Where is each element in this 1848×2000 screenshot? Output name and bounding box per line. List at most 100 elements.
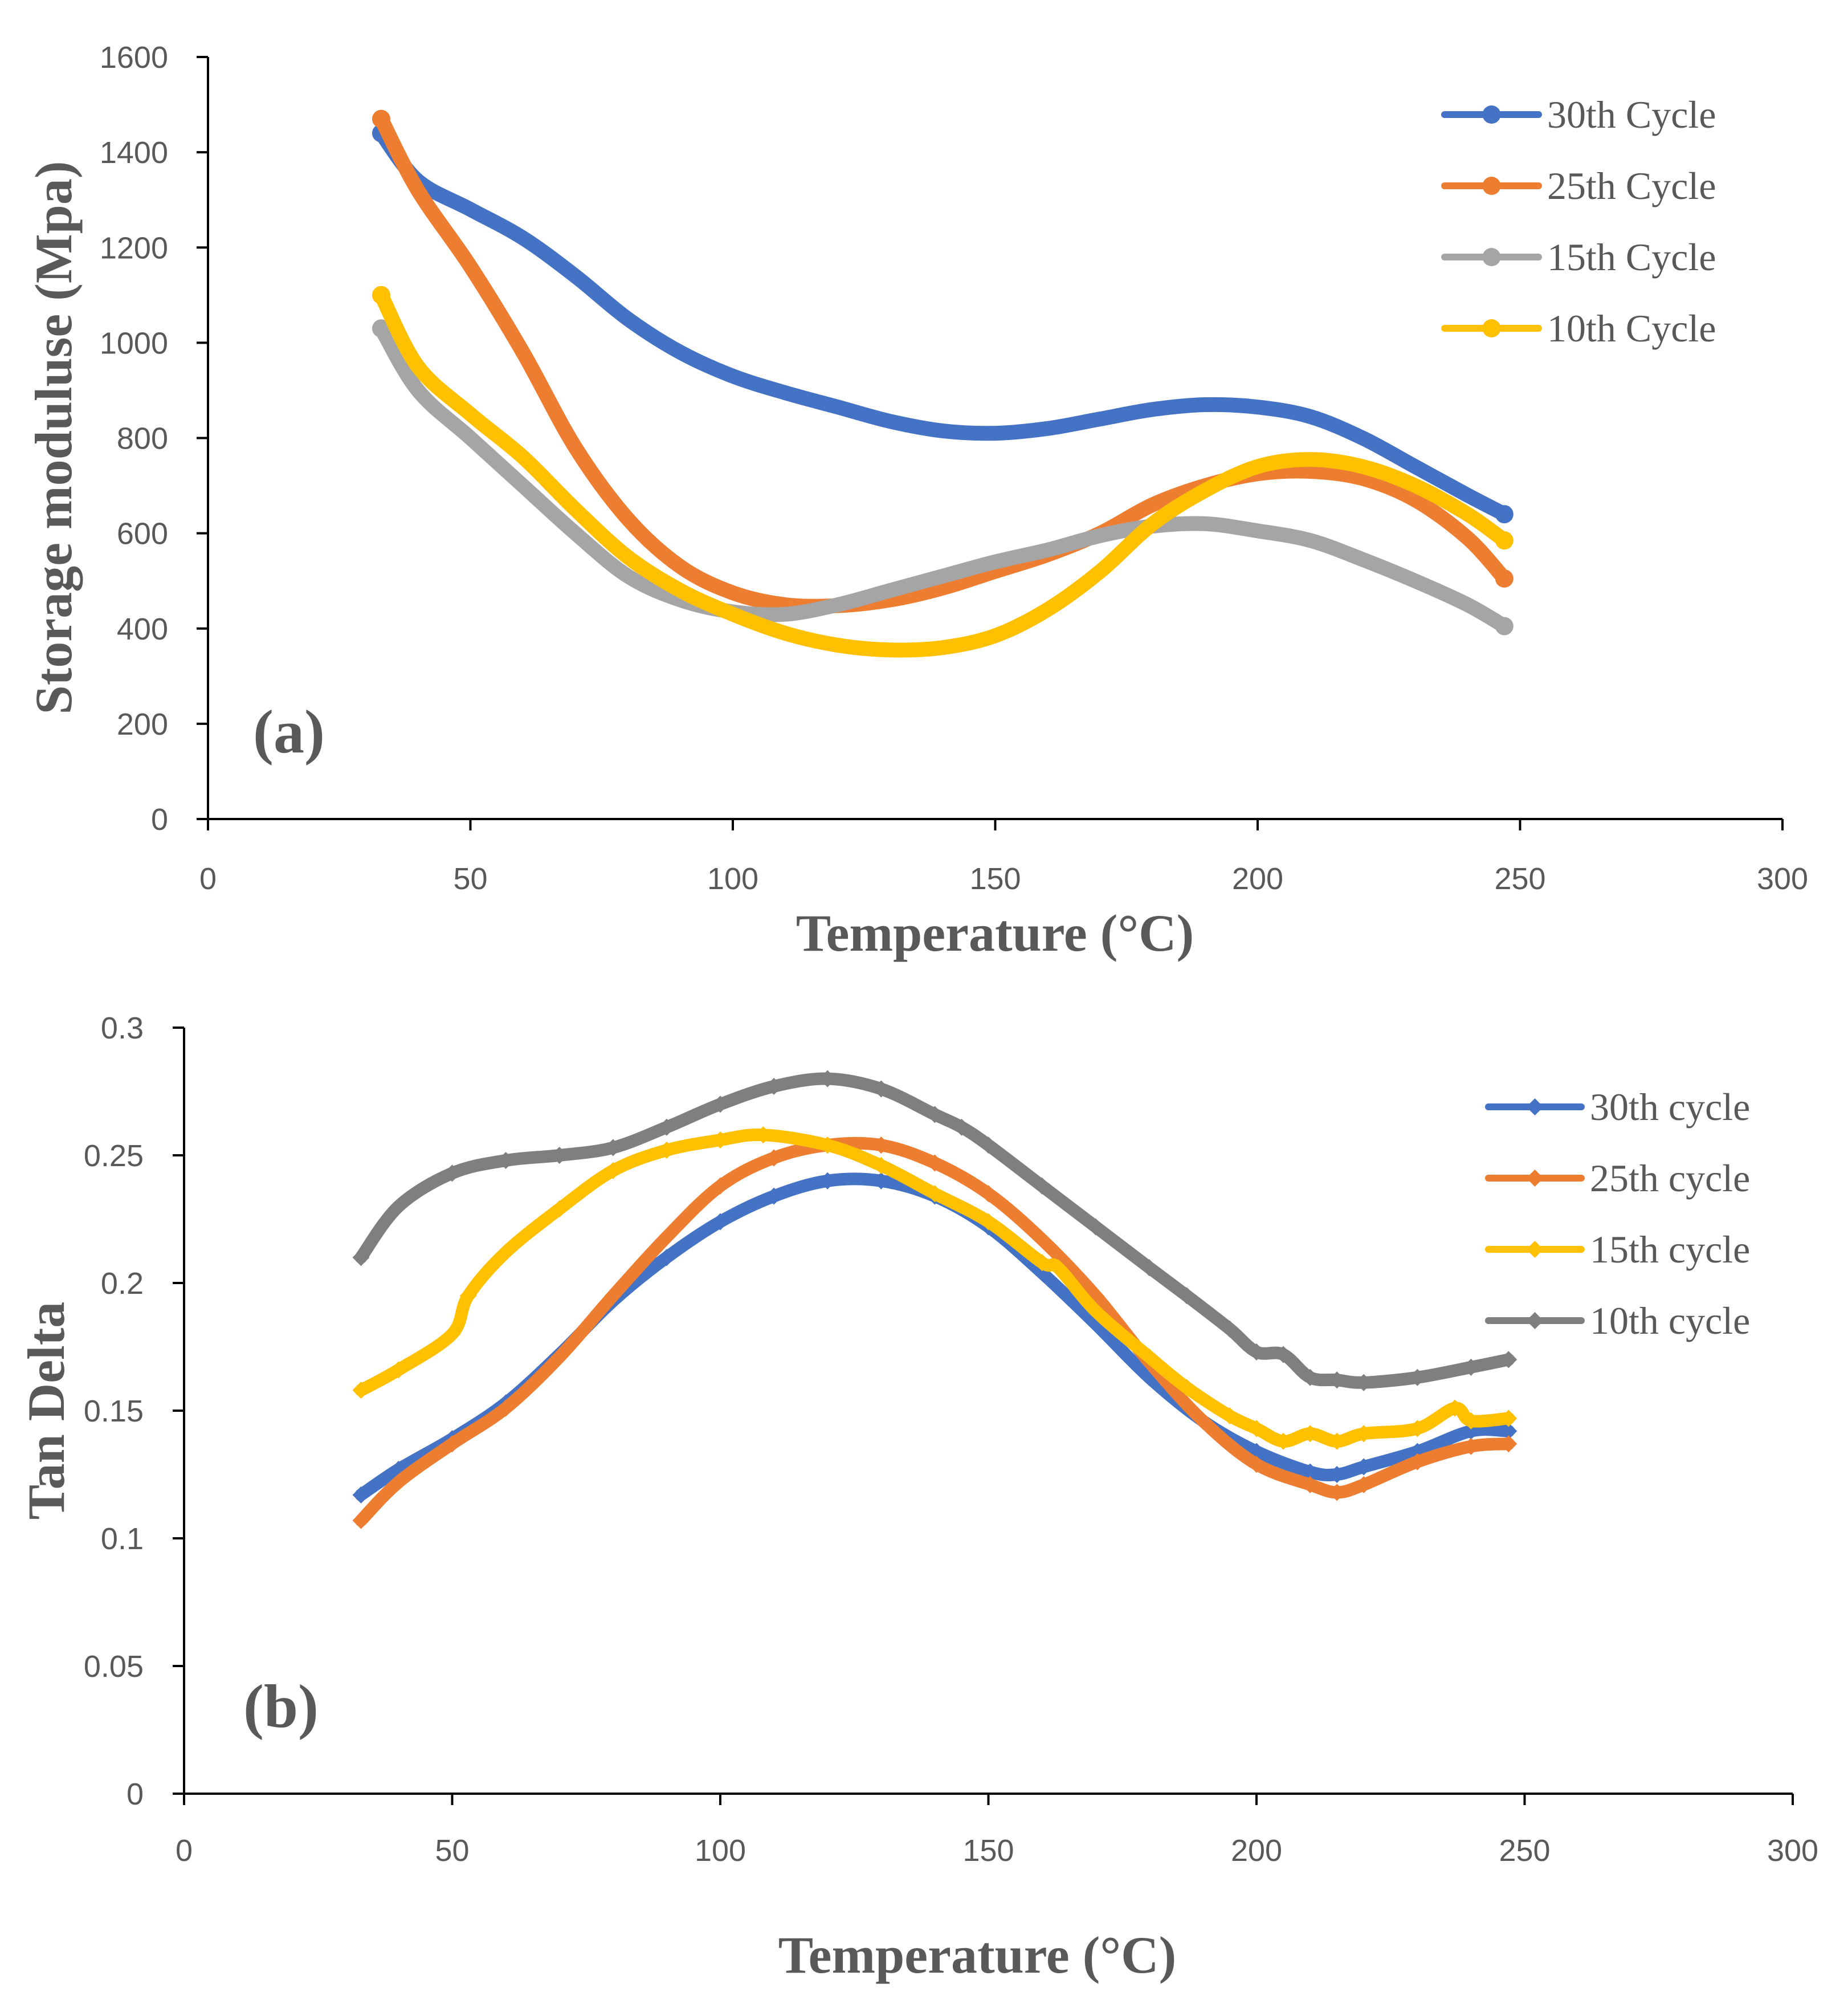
x-tick-label: 150 <box>969 862 1021 896</box>
data-point <box>1328 1484 1346 1501</box>
legend-label: 25th Cycle <box>1547 164 1716 207</box>
series-line-25th-cycle <box>373 111 1512 614</box>
data-point <box>765 1187 783 1205</box>
x-axis-title: Temperature (°C) <box>778 1926 1177 1984</box>
data-point <box>819 1070 837 1087</box>
data-point <box>1495 505 1514 524</box>
legend-entry: 30th cycle <box>1485 1085 1750 1129</box>
x-tick-label: 250 <box>1494 862 1545 896</box>
data-point <box>1355 1476 1373 1493</box>
series-line-10th-cycle <box>373 287 1512 658</box>
data-point <box>1302 1463 1319 1481</box>
data-point <box>1221 1407 1238 1424</box>
data-point <box>1248 1420 1265 1437</box>
data-point <box>1500 1435 1517 1453</box>
y-tick-label: 1600 <box>100 40 168 75</box>
y-axis-title: Storage moduluse (Mpa) <box>25 161 83 714</box>
data-point <box>1328 1466 1346 1483</box>
x-tick-label: 0 <box>199 862 217 896</box>
data-point <box>1275 1346 1292 1363</box>
y-tick-label: 0.05 <box>84 1649 144 1684</box>
data-point <box>712 1177 729 1195</box>
x-tick-label: 250 <box>1499 1834 1550 1868</box>
data-point <box>1495 531 1514 550</box>
data-point <box>980 1213 997 1231</box>
data-point <box>1409 1420 1426 1437</box>
y-tick-label: 0 <box>127 1777 144 1811</box>
data-point <box>1495 617 1514 636</box>
data-point <box>372 319 390 338</box>
data-point <box>1500 1422 1517 1440</box>
legend-label: 25th cycle <box>1590 1156 1750 1200</box>
data-point <box>1462 1358 1480 1376</box>
legend-entry: 25th Cycle <box>1441 164 1716 207</box>
data-point <box>550 1200 568 1218</box>
data-point <box>765 1078 783 1095</box>
x-tick-label: 0 <box>176 1834 193 1868</box>
y-tick-label: 200 <box>117 707 168 742</box>
data-point <box>1049 1259 1067 1277</box>
x-tick-label: 100 <box>695 1834 746 1868</box>
data-point <box>1500 1410 1517 1427</box>
y-tick-label: 1200 <box>100 231 168 265</box>
data-point <box>1140 1348 1158 1366</box>
data-point <box>1033 1231 1051 1248</box>
data-point <box>1409 1453 1426 1471</box>
data-point <box>604 1162 622 1179</box>
data-point <box>1302 1476 1319 1493</box>
data-point <box>1462 1437 1480 1455</box>
data-point <box>1328 1371 1346 1389</box>
data-point <box>1409 1368 1426 1386</box>
y-tick-label: 0.1 <box>101 1522 144 1556</box>
data-point <box>926 1106 944 1123</box>
data-point <box>1495 569 1514 588</box>
data-point <box>872 1172 890 1190</box>
data-point <box>1221 1320 1238 1338</box>
data-point <box>1033 1177 1051 1195</box>
series-line-15th-cycle <box>354 1128 1515 1448</box>
y-tick-label: 800 <box>117 422 168 456</box>
data-point <box>352 1486 370 1504</box>
data-point <box>712 1131 729 1149</box>
chart-panel-a: 0 200 400 600 800 1000 1200 1400 1600 0 50 100 150 20… <box>25 40 1808 962</box>
legend-label: 10th Cycle <box>1547 307 1716 350</box>
data-point <box>658 1228 675 1246</box>
data-point <box>1033 1254 1051 1272</box>
data-point <box>1194 1412 1211 1429</box>
data-point <box>819 1137 837 1154</box>
data-point <box>352 1382 370 1399</box>
data-point <box>1328 1432 1346 1450</box>
x-tick-label: 300 <box>1767 1834 1818 1868</box>
data-point <box>819 1172 837 1190</box>
x-tick-label: 50 <box>453 862 487 896</box>
legend-marker <box>1526 1312 1544 1329</box>
data-point <box>1355 1425 1373 1443</box>
legend-marker <box>1482 105 1501 124</box>
data-point <box>497 1244 515 1261</box>
data-point <box>1462 1412 1480 1429</box>
data-point <box>658 1142 675 1159</box>
data-point <box>872 1137 890 1154</box>
data-point <box>1446 1399 1464 1417</box>
data-point <box>550 1147 568 1164</box>
legend-label: 15th Cycle <box>1547 235 1716 279</box>
series-line-15th-cycle <box>373 321 1512 634</box>
data-point <box>1302 1425 1319 1443</box>
panel-label: (b) <box>243 1673 319 1741</box>
data-point <box>926 1154 944 1172</box>
data-point <box>1178 1379 1196 1396</box>
x-tick-label: 300 <box>1757 862 1808 896</box>
legend-entry: 15th Cycle <box>1441 235 1716 279</box>
data-point <box>1355 1374 1373 1391</box>
y-tick-label: 400 <box>117 612 168 646</box>
legend-marker <box>1482 177 1501 195</box>
data-point <box>372 286 390 304</box>
data-point <box>443 1435 461 1453</box>
x-tick-label: 200 <box>1232 862 1283 896</box>
data-point <box>1302 1368 1319 1386</box>
data-point <box>604 1287 622 1305</box>
data-point <box>390 1361 407 1379</box>
x-tick-label: 200 <box>1231 1834 1282 1868</box>
data-point <box>980 1137 997 1154</box>
